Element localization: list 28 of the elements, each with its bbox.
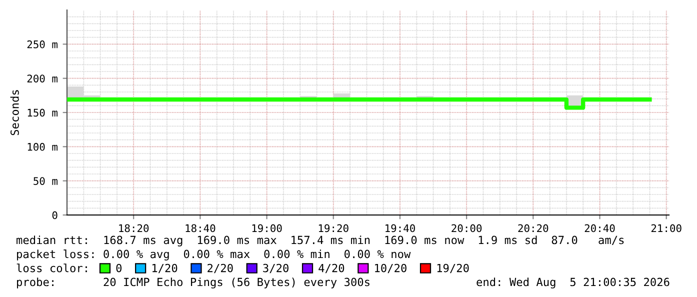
x-tick-label: 19:00 bbox=[252, 224, 282, 232]
legend-label: 0 bbox=[116, 264, 122, 272]
legend-label: 1/20 bbox=[152, 264, 178, 274]
legend-label: 3/20 bbox=[263, 264, 288, 274]
x-tick-label: 20:40 bbox=[584, 224, 615, 232]
text: packet loss: 0.00 % avg 0.00 % max 0.00 % min 0.00 % now bbox=[17, 250, 411, 260]
legend-title: loss color: bbox=[16, 264, 87, 272]
x-tick-label: 18:20 bbox=[119, 224, 149, 232]
legend-label: 10/20 bbox=[375, 264, 406, 274]
legend-label: 19/20 bbox=[437, 264, 469, 274]
y-tick-label: 150 m bbox=[28, 108, 58, 117]
y-tick-label: 100 m bbox=[28, 142, 58, 151]
y-tick-label: 50 m bbox=[34, 177, 58, 185]
text: end: Wed Aug 5 21:00:35 2026 bbox=[476, 278, 670, 288]
text: probe: 20 ICMP Echo Pings (56 Bytes) every 300s bbox=[17, 278, 370, 288]
x-tick-label: 20:00 bbox=[452, 224, 482, 232]
y-tick-label: 250 m bbox=[27, 40, 58, 48]
legend-label: 2/20 bbox=[208, 264, 233, 274]
y-axis-title: Seconds bbox=[10, 90, 19, 136]
y-tick-label: 200 m bbox=[27, 74, 58, 82]
y-tick-label: 0 bbox=[52, 211, 58, 220]
x-tick-label: 18:40 bbox=[186, 224, 216, 232]
text: median rtt: 168.7 ms avg 169.0 ms max 157.4 ms min 169.0 ms now 1.9 ms sd 87.0 am/s bbox=[16, 236, 624, 246]
x-tick-label: 20:20 bbox=[518, 224, 548, 232]
x-tick-label: 19:40 bbox=[386, 224, 415, 232]
x-tick-label: 19:20 bbox=[318, 224, 348, 232]
legend-label: 4/20 bbox=[318, 264, 344, 274]
x-tick-label: 21:00 bbox=[651, 224, 682, 232]
